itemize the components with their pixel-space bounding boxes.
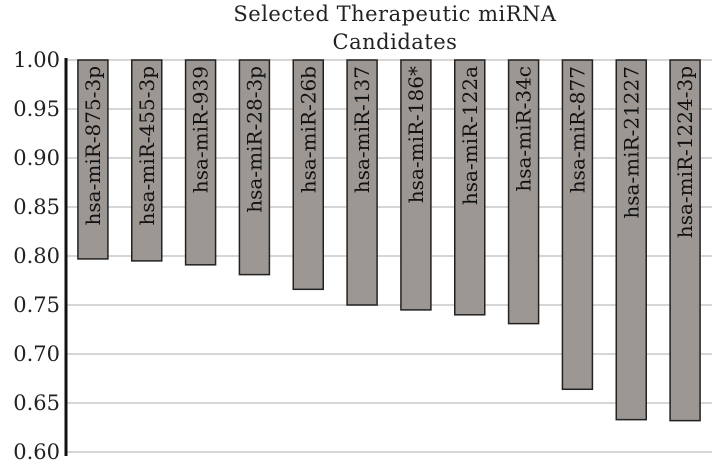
bar-label: hsa-miR-28-3p — [242, 66, 266, 213]
y-tick-label: 0.60 — [13, 440, 60, 464]
bar — [238, 59, 271, 276]
bar — [400, 59, 432, 311]
bar-label: hsa-miR-26b — [296, 66, 320, 193]
bar — [454, 59, 486, 316]
bar — [507, 59, 540, 325]
y-tick-label: 0.90 — [13, 146, 60, 170]
bar-label: hsa-miR-21227 — [619, 66, 643, 219]
bar-label: hsa-miR-1224-3p — [673, 66, 697, 238]
bar — [184, 59, 217, 266]
bar — [131, 59, 163, 262]
bar — [346, 59, 378, 306]
y-tick-label: 0.85 — [13, 195, 60, 219]
bar-label: hsa-miR-186* — [404, 66, 428, 203]
bar — [77, 59, 109, 260]
bar-label: hsa-miR-877 — [565, 66, 589, 193]
bar — [669, 59, 701, 422]
bar-label: hsa-miR-455-3p — [135, 66, 159, 225]
y-tick-label: 0.75 — [13, 293, 60, 317]
bar-label: hsa-miR-137 — [350, 66, 374, 193]
bar-label: hsa-miR-34c — [512, 66, 536, 192]
chart-title-line1: Selected Therapeutic miRNA — [233, 2, 557, 26]
bar — [292, 59, 324, 291]
y-tick-label: 0.95 — [13, 97, 60, 121]
bar-label: hsa-miR-875-3p — [81, 66, 105, 225]
bar-label: hsa-miR-939 — [189, 66, 213, 193]
y-tick-label: 0.80 — [13, 244, 60, 268]
bar — [615, 59, 647, 421]
bar-label: hsa-miR-122a — [458, 66, 482, 205]
bar — [561, 59, 594, 391]
bars-group: hsa-miR-875-3p hsa-miR-455-3p hsa-miR-939 h… — [77, 59, 701, 422]
y-tick-label: 0.70 — [13, 342, 60, 366]
y-tick-labels: 1.00 0.95 0.90 0.85 0.80 0.75 0.70 0.65 0.60 — [13, 48, 60, 464]
y-tick-label: 1.00 — [13, 48, 60, 72]
grid-lines — [66, 59, 712, 453]
chart-title-line2: Candidates — [332, 30, 458, 54]
y-tick-label: 0.65 — [13, 391, 60, 415]
